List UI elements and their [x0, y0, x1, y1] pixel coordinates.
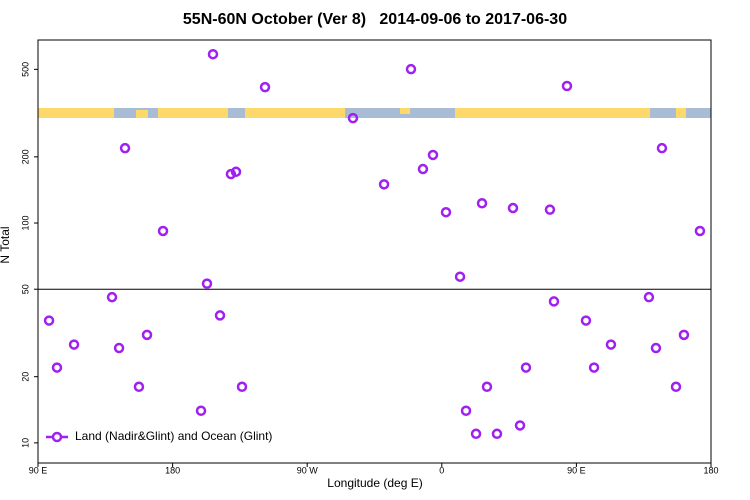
point — [460, 405, 472, 417]
point — [470, 428, 482, 440]
point — [580, 315, 592, 326]
x-tick-label: 180 — [165, 465, 180, 475]
map-strip — [38, 108, 711, 118]
point — [605, 339, 617, 350]
point — [561, 80, 573, 92]
point — [454, 271, 466, 282]
y-tick-label: 500 — [20, 62, 30, 77]
point — [259, 81, 271, 93]
x-tick-label: 180 — [703, 465, 718, 475]
point — [678, 329, 690, 341]
point — [141, 329, 153, 341]
point — [207, 48, 219, 60]
point — [236, 381, 248, 393]
point — [544, 204, 556, 215]
point — [694, 225, 706, 237]
point — [113, 342, 125, 354]
point — [514, 420, 526, 431]
y-axis-label: N Total — [0, 226, 12, 263]
point — [157, 225, 169, 237]
point — [378, 179, 390, 190]
point — [417, 163, 429, 175]
chart-title: 55N-60N October (Ver 8) 2014-09-06 to 20… — [183, 11, 567, 28]
point — [230, 166, 242, 178]
legend-marker — [51, 431, 63, 443]
point — [427, 149, 439, 161]
point — [643, 291, 655, 303]
y-tick-label: 200 — [20, 149, 30, 164]
point — [548, 296, 560, 307]
y-tick-label: 50 — [20, 284, 30, 294]
legend-label: Land (Nadir&Glint) and Ocean (Glint) — [75, 429, 272, 443]
point — [195, 405, 207, 417]
point — [440, 206, 452, 218]
point — [347, 112, 359, 124]
point — [43, 315, 55, 326]
x-tick-label: 0 — [439, 465, 444, 475]
point — [201, 278, 213, 289]
point — [481, 381, 493, 393]
point — [650, 342, 662, 354]
point — [51, 362, 63, 373]
point — [119, 142, 131, 154]
point — [476, 198, 488, 209]
y-tick-label: 10 — [20, 438, 30, 448]
point — [106, 291, 118, 303]
point — [491, 428, 503, 440]
x-axis-label: Longitude (deg E) — [327, 476, 422, 490]
plot-frame — [37, 39, 712, 464]
point — [68, 339, 80, 350]
y-tick-label: 20 — [20, 372, 30, 382]
x-tick-label: 90 E — [567, 465, 586, 475]
point — [405, 63, 417, 75]
x-tick-label: 90 E — [29, 465, 48, 475]
point — [507, 202, 519, 214]
point — [133, 381, 145, 393]
x-tick-label: 90 W — [297, 465, 319, 475]
point — [520, 362, 532, 373]
point — [656, 142, 668, 154]
point — [214, 310, 226, 321]
point — [670, 381, 682, 393]
point — [225, 168, 237, 180]
point — [588, 362, 600, 373]
y-tick-label: 100 — [20, 216, 30, 231]
